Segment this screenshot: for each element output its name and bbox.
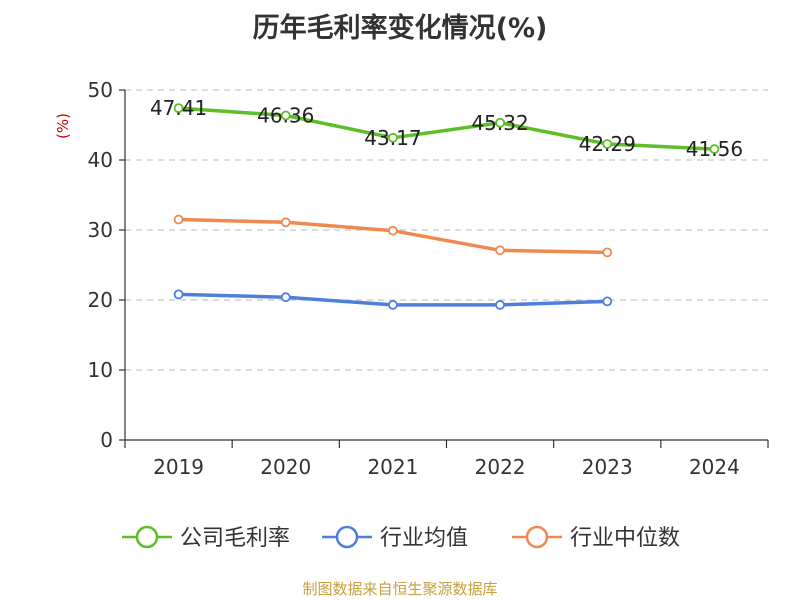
series-1-point bbox=[495, 299, 505, 310]
legend-label: 行业均值 bbox=[380, 526, 468, 551]
series-1-point bbox=[280, 292, 291, 303]
y-tick-label: 40 bbox=[88, 148, 113, 172]
series-0-line bbox=[178, 106, 715, 151]
legend-label: 行业中位数 bbox=[570, 526, 680, 551]
axes: 0 10 20 30 40 50 2019 2020 2021 2022 2023 2024 bbox=[88, 78, 769, 479]
data-label: 41.56 bbox=[686, 137, 743, 161]
x-tick-label: 2021 bbox=[367, 455, 418, 479]
x-tick-label: 2022 bbox=[475, 455, 526, 479]
x-tick-label: 2024 bbox=[689, 455, 740, 479]
series-1-point bbox=[602, 296, 613, 307]
y-tick-label: 30 bbox=[88, 218, 113, 242]
y-tick-label: 50 bbox=[88, 78, 113, 102]
source-note: 制图数据来自恒生聚源数据库 bbox=[302, 580, 498, 598]
legend-marker bbox=[135, 525, 159, 549]
y-tick-label: 20 bbox=[88, 288, 113, 312]
data-labels: 47.41 46.36 43.17 45.32 42.29 41.56 bbox=[150, 96, 743, 161]
legend-marker bbox=[335, 525, 359, 549]
data-label: 45.32 bbox=[471, 111, 528, 135]
series-0-point bbox=[602, 139, 613, 149]
series-0-point bbox=[388, 132, 398, 143]
series-2-point bbox=[495, 245, 505, 256]
series-0-point bbox=[709, 144, 720, 154]
series-0-point bbox=[495, 117, 505, 128]
gridlines bbox=[125, 89, 768, 371]
legend-item[interactable]: 公司毛利率 bbox=[122, 525, 290, 551]
y-tick-label: 10 bbox=[88, 358, 113, 382]
data-label: 43.17 bbox=[364, 126, 421, 150]
series-lines bbox=[173, 103, 720, 310]
series-0-point bbox=[173, 103, 184, 114]
series-2-line bbox=[178, 217, 608, 255]
series-2-point bbox=[173, 214, 184, 225]
data-label: 42.29 bbox=[579, 132, 636, 156]
series-1-point bbox=[388, 299, 398, 310]
series-0-point bbox=[280, 110, 291, 121]
x-tick-label: 2023 bbox=[582, 455, 633, 479]
legend[interactable]: 公司毛利率 行业均值 行业中位数 bbox=[122, 525, 680, 551]
series-2-point bbox=[280, 217, 291, 228]
data-label: 47.41 bbox=[150, 96, 207, 120]
x-tick-label: 2019 bbox=[153, 455, 204, 479]
legend-label: 公司毛利率 bbox=[180, 526, 290, 551]
y-axis-label: (%) bbox=[54, 113, 72, 139]
series-1-point bbox=[173, 289, 184, 300]
y-tick-label: 0 bbox=[100, 428, 113, 452]
chart-title: 历年毛利率变化情况(%) bbox=[252, 13, 548, 44]
legend-marker bbox=[525, 525, 549, 549]
series-2-point bbox=[602, 247, 613, 258]
x-tick-label: 2020 bbox=[260, 455, 311, 479]
legend-item[interactable]: 行业均值 bbox=[322, 525, 468, 551]
legend-item[interactable]: 行业中位数 bbox=[512, 525, 680, 551]
data-label: 46.36 bbox=[257, 103, 314, 127]
series-2-point bbox=[388, 225, 398, 236]
